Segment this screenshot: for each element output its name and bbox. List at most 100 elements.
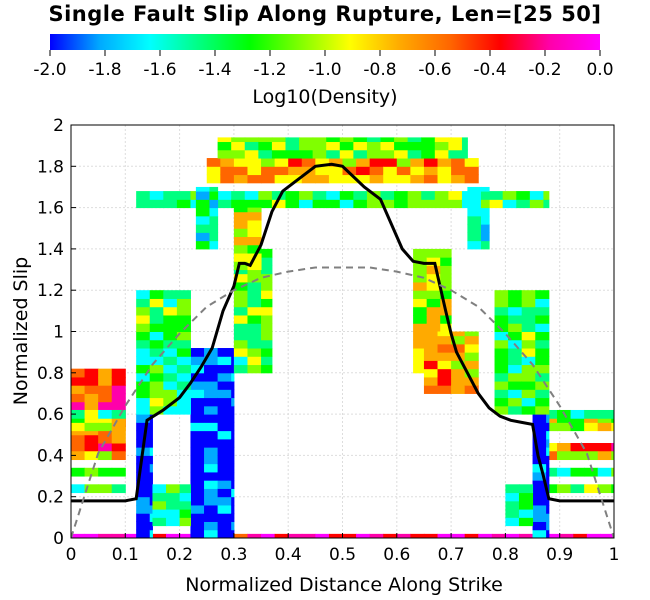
colorbar-tick-label: -1.0 (308, 60, 341, 80)
heatmap-cell (98, 385, 113, 394)
heatmap-cell (407, 149, 422, 159)
heatmap-cell (84, 418, 99, 423)
heatmap-cell (315, 158, 330, 167)
heatmap-cell (176, 314, 191, 324)
heatmap-cell (136, 488, 151, 498)
heatmap-cell (535, 372, 550, 382)
heatmap-cell (190, 438, 205, 448)
heatmap-cell (220, 166, 235, 176)
heatmap-cell (518, 500, 534, 510)
heatmap-cell (380, 191, 395, 200)
heatmap-cell (179, 533, 194, 538)
heatmap-cell (423, 385, 439, 394)
heatmap-cell (597, 451, 612, 461)
heatmap-cell (231, 438, 235, 448)
heatmap-cell (366, 149, 382, 159)
heatmap-cell (149, 430, 153, 440)
heatmap-cell (206, 166, 221, 176)
y-tick-label: 0.6 (37, 405, 64, 425)
heatmap-cell (532, 430, 547, 440)
heatmap-cell (136, 397, 151, 407)
heatmap-cell (217, 447, 232, 456)
heatmap-cell (136, 430, 151, 440)
heatmap-cell (136, 529, 151, 538)
heatmap-cell (521, 397, 536, 407)
heatmap-cell (285, 149, 300, 159)
heatmap-cell (532, 488, 547, 498)
heatmap-cell (502, 199, 517, 209)
heatmap-cell (111, 418, 126, 423)
heatmap-cell (261, 298, 273, 308)
heatmap-cell (508, 389, 523, 399)
heatmap-cell (464, 166, 479, 176)
heatmap-cell (149, 513, 153, 522)
heatmap-cell (233, 166, 248, 176)
heatmap-cell (505, 492, 520, 502)
heatmap-cell (136, 339, 151, 349)
heatmap-cell (149, 463, 153, 473)
heatmap-cell (233, 323, 248, 332)
heatmap-cell (261, 166, 276, 176)
heatmap-cell (356, 174, 371, 184)
heatmap-cell (204, 381, 219, 390)
heatmap-cell (179, 484, 191, 494)
heatmap-cell (426, 273, 441, 283)
heatmap-cell (231, 471, 235, 481)
heatmap-cell (521, 381, 536, 390)
heatmap-cell (535, 356, 550, 366)
heatmap-cell (149, 199, 164, 209)
y-tick-label: 0.4 (37, 446, 64, 466)
heatmap-cell (339, 199, 354, 209)
heatmap-cell (543, 409, 558, 419)
heatmap-cell (204, 488, 219, 498)
heatmap-cell (204, 521, 219, 531)
heatmap-cell (535, 298, 550, 308)
heatmap-cell (190, 471, 205, 481)
heatmap-cell (247, 281, 262, 291)
heatmap-cell (413, 356, 428, 366)
heatmap-cell (434, 191, 449, 200)
heatmap-cell (261, 265, 273, 275)
heatmap-cell (437, 368, 452, 378)
heatmap-cell (231, 513, 235, 522)
heatmap-cell (166, 484, 181, 494)
heatmap-cell (326, 199, 341, 209)
heatmap-cell (247, 207, 262, 213)
heatmap-cell (84, 484, 99, 494)
heatmap-cell (190, 364, 205, 374)
heatmap-cell (261, 364, 273, 374)
heatmap-cell (532, 422, 547, 432)
heatmap-cell (508, 381, 523, 390)
heatmap-cell (166, 492, 181, 502)
heatmap-cell (204, 364, 219, 374)
heatmap-cell (369, 174, 384, 184)
heatmap-cell (494, 348, 509, 357)
heatmap-cell (231, 496, 235, 506)
heatmap-cell (217, 199, 232, 209)
heatmap-cell (231, 191, 246, 200)
heatmap-cell (217, 356, 232, 366)
heatmap-cell (204, 356, 219, 366)
heatmap-cell (413, 339, 428, 349)
x-tick-label: 0.1 (112, 545, 139, 565)
heatmap-cell (111, 434, 126, 444)
heatmap-cell (231, 447, 235, 456)
heatmap-cell (494, 298, 509, 308)
heatmap-cell (532, 471, 547, 481)
heatmap-cell (437, 166, 452, 176)
heatmap-cell (366, 137, 382, 143)
heatmap-cell (426, 265, 441, 275)
heatmap-cell (584, 451, 599, 461)
heatmap-cell (136, 199, 151, 209)
heatmap-cell (71, 451, 86, 461)
heatmap-cell (176, 323, 191, 332)
heatmap-cell (261, 158, 276, 167)
heatmap-cell (136, 463, 151, 473)
heatmap-cell (204, 463, 219, 473)
heatmap-cell (190, 422, 205, 432)
heatmap-cell (285, 191, 300, 200)
heatmap-cell (584, 484, 599, 494)
heatmap-cell (535, 405, 550, 415)
heatmap-cell (546, 422, 550, 432)
heatmap-cell (543, 484, 558, 494)
